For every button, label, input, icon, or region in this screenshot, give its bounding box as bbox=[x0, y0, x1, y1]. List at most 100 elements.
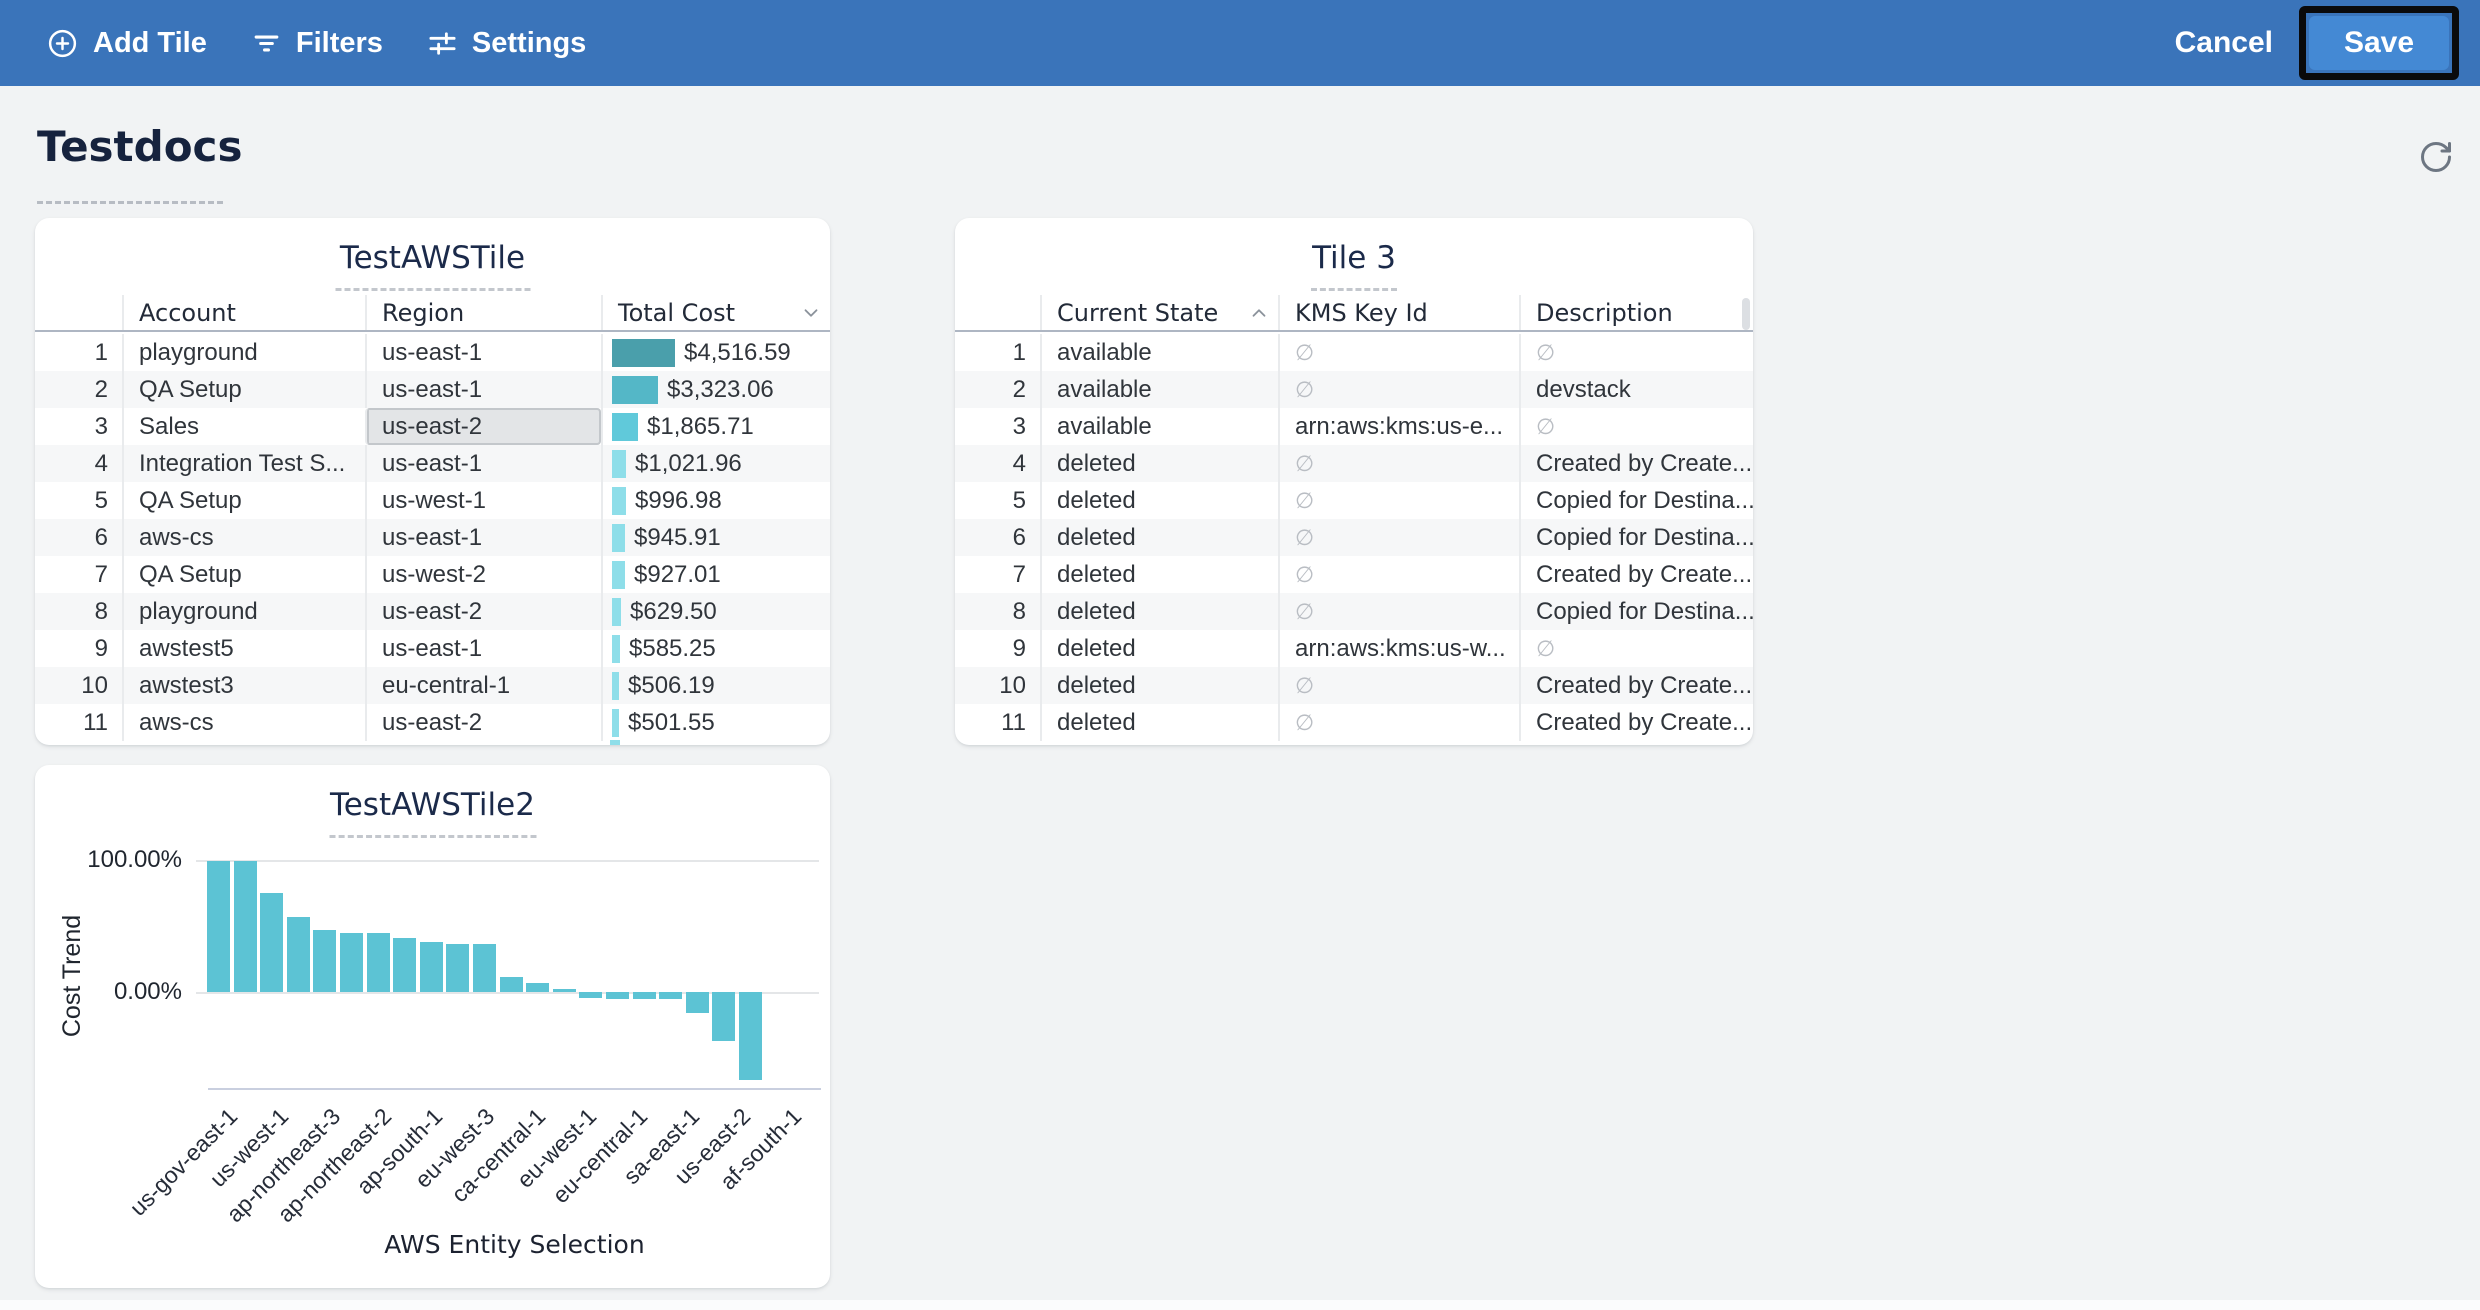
table-row: 1 available ∅ ∅ bbox=[955, 334, 1753, 371]
cell-total-cost[interactable]: $585.25 bbox=[601, 630, 830, 667]
table-row: 2 QA Setup us-east-1 $3,323.06 bbox=[35, 371, 830, 408]
tile-title[interactable]: TestAWSTile2 bbox=[330, 787, 535, 823]
cell-kms-key-id[interactable]: ∅ bbox=[1278, 371, 1519, 408]
cell-total-cost[interactable]: $501.55 bbox=[601, 704, 830, 741]
cell-account[interactable]: aws-cs bbox=[122, 704, 365, 741]
cell-total-cost[interactable]: $629.50 bbox=[601, 593, 830, 630]
chevron-down-icon[interactable] bbox=[800, 302, 822, 330]
table-row: 2 available ∅ devstack bbox=[955, 371, 1753, 408]
cell-total-cost[interactable]: $945.91 bbox=[601, 519, 830, 556]
cell-current-state[interactable]: deleted bbox=[1040, 667, 1278, 704]
cell-description[interactable]: ∅ bbox=[1519, 408, 1753, 445]
tile-title[interactable]: Tile 3 bbox=[1312, 240, 1396, 276]
column-header-account[interactable]: Account bbox=[122, 295, 365, 330]
tile-title-edit-underline bbox=[335, 288, 530, 291]
cell-region[interactable]: us-east-1 bbox=[365, 371, 601, 408]
cost-data-bar bbox=[612, 375, 658, 404]
cost-data-bar bbox=[612, 486, 626, 515]
row-number: 4 bbox=[1012, 449, 1026, 477]
cell-account[interactable]: QA Setup bbox=[122, 556, 365, 593]
cell-account[interactable]: QA Setup bbox=[122, 371, 365, 408]
cell-account[interactable]: awstest5 bbox=[122, 630, 365, 667]
cell-kms-key-id[interactable]: ∅ bbox=[1278, 519, 1519, 556]
cell-kms-key-id[interactable]: ∅ bbox=[1278, 334, 1519, 371]
table-row: 10 awstest3 eu-central-1 $506.19 bbox=[35, 667, 830, 704]
cell-region[interactable]: us-east-1 bbox=[365, 445, 601, 482]
cell-kms-key-id[interactable]: ∅ bbox=[1278, 482, 1519, 519]
cell-total-cost[interactable]: $996.98 bbox=[601, 482, 830, 519]
cell-kms-key-id[interactable]: ∅ bbox=[1278, 593, 1519, 630]
settings-button[interactable]: Settings bbox=[427, 27, 586, 60]
cell-total-cost-value: $1,865.71 bbox=[647, 412, 754, 440]
cell-description[interactable]: Created by Create... bbox=[1519, 667, 1753, 704]
cell-account[interactable]: playground bbox=[122, 334, 365, 371]
cell-current-state[interactable]: deleted bbox=[1040, 704, 1278, 741]
filter-lines-icon bbox=[251, 28, 282, 59]
chevron-up-icon[interactable] bbox=[1248, 302, 1270, 330]
chart-bar bbox=[632, 992, 656, 1000]
cell-current-state[interactable]: deleted bbox=[1040, 445, 1278, 482]
refresh-button[interactable] bbox=[2416, 138, 2456, 178]
cell-current-state[interactable]: deleted bbox=[1040, 556, 1278, 593]
cell-account[interactable]: playground bbox=[122, 593, 365, 630]
cell-kms-key-id[interactable]: ∅ bbox=[1278, 556, 1519, 593]
cell-current-state[interactable]: deleted bbox=[1040, 482, 1278, 519]
column-header-current-state[interactable]: Current State bbox=[1040, 295, 1278, 330]
row-number: 6 bbox=[94, 523, 108, 551]
scrollbar-thumb[interactable] bbox=[1742, 298, 1750, 330]
cell-description[interactable]: Copied for Destina... bbox=[1519, 482, 1753, 519]
cell-current-state[interactable]: deleted bbox=[1040, 519, 1278, 556]
column-header-kms-key-id[interactable]: KMS Key Id bbox=[1278, 295, 1519, 330]
cell-current-state[interactable]: available bbox=[1040, 408, 1278, 445]
cell-region[interactable]: eu-central-1 bbox=[365, 667, 601, 704]
add-tile-button[interactable]: Add Tile bbox=[46, 27, 207, 60]
cell-current-state[interactable]: deleted bbox=[1040, 630, 1278, 667]
column-header-region[interactable]: Region bbox=[365, 295, 601, 330]
cell-total-cost[interactable]: $1,865.71 bbox=[601, 408, 830, 445]
cell-account[interactable]: Integration Test S... bbox=[122, 445, 365, 482]
cell-kms-key-id[interactable]: arn:aws:kms:us-e... bbox=[1278, 408, 1519, 445]
cell-account[interactable]: Sales bbox=[122, 408, 365, 445]
filters-button[interactable]: Filters bbox=[251, 27, 383, 60]
cell-kms-key-id[interactable]: ∅ bbox=[1278, 704, 1519, 741]
tile-title[interactable]: TestAWSTile bbox=[339, 240, 526, 276]
cell-current-state[interactable]: available bbox=[1040, 334, 1278, 371]
cell-account[interactable]: awstest3 bbox=[122, 667, 365, 704]
cell-total-cost[interactable]: $506.19 bbox=[601, 667, 830, 704]
row-number: 8 bbox=[1012, 597, 1026, 625]
cell-description[interactable]: Copied for Destina... bbox=[1519, 593, 1753, 630]
cell-description[interactable]: Copied for Destina... bbox=[1519, 519, 1753, 556]
page-title[interactable]: Testdocs bbox=[37, 122, 243, 171]
cell-region[interactable]: us-east-1 bbox=[365, 630, 601, 667]
cell-description[interactable]: Created by Create... bbox=[1519, 445, 1753, 482]
cell-account[interactable]: aws-cs bbox=[122, 519, 365, 556]
cell-kms-key-id[interactable]: arn:aws:kms:us-w... bbox=[1278, 630, 1519, 667]
cell-region[interactable]: us-east-2 bbox=[365, 704, 601, 741]
cell-total-cost[interactable]: $3,323.06 bbox=[601, 371, 830, 408]
cell-total-cost[interactable]: $4,516.59 bbox=[601, 334, 830, 371]
cell-description[interactable]: ∅ bbox=[1519, 334, 1753, 371]
cancel-button[interactable]: Cancel bbox=[2174, 26, 2273, 59]
cell-region-selected[interactable]: us-east-2 bbox=[365, 408, 601, 445]
save-button[interactable]: Save bbox=[2309, 16, 2449, 70]
cell-current-state[interactable]: available bbox=[1040, 371, 1278, 408]
cell-account[interactable]: QA Setup bbox=[122, 482, 365, 519]
cell-description[interactable]: ∅ bbox=[1519, 630, 1753, 667]
cell-description[interactable]: Created by Create... bbox=[1519, 556, 1753, 593]
cell-total-cost[interactable]: $927.01 bbox=[601, 556, 830, 593]
column-header-total-cost[interactable]: Total Cost bbox=[601, 295, 830, 330]
cost-data-bar bbox=[612, 708, 619, 737]
cell-region[interactable]: us-west-2 bbox=[365, 556, 601, 593]
table-row: 8 deleted ∅ Copied for Destina... bbox=[955, 593, 1753, 630]
cell-description[interactable]: devstack bbox=[1519, 371, 1753, 408]
cell-kms-key-id[interactable]: ∅ bbox=[1278, 667, 1519, 704]
cell-region[interactable]: us-east-1 bbox=[365, 334, 601, 371]
cell-total-cost[interactable]: $1,021.96 bbox=[601, 445, 830, 482]
column-header-description[interactable]: Description bbox=[1519, 295, 1753, 330]
cell-region[interactable]: us-east-1 bbox=[365, 519, 601, 556]
cell-region[interactable]: us-west-1 bbox=[365, 482, 601, 519]
cell-region[interactable]: us-east-2 bbox=[365, 593, 601, 630]
cell-current-state[interactable]: deleted bbox=[1040, 593, 1278, 630]
cell-kms-key-id[interactable]: ∅ bbox=[1278, 445, 1519, 482]
cell-description[interactable]: Created by Create... bbox=[1519, 704, 1753, 741]
